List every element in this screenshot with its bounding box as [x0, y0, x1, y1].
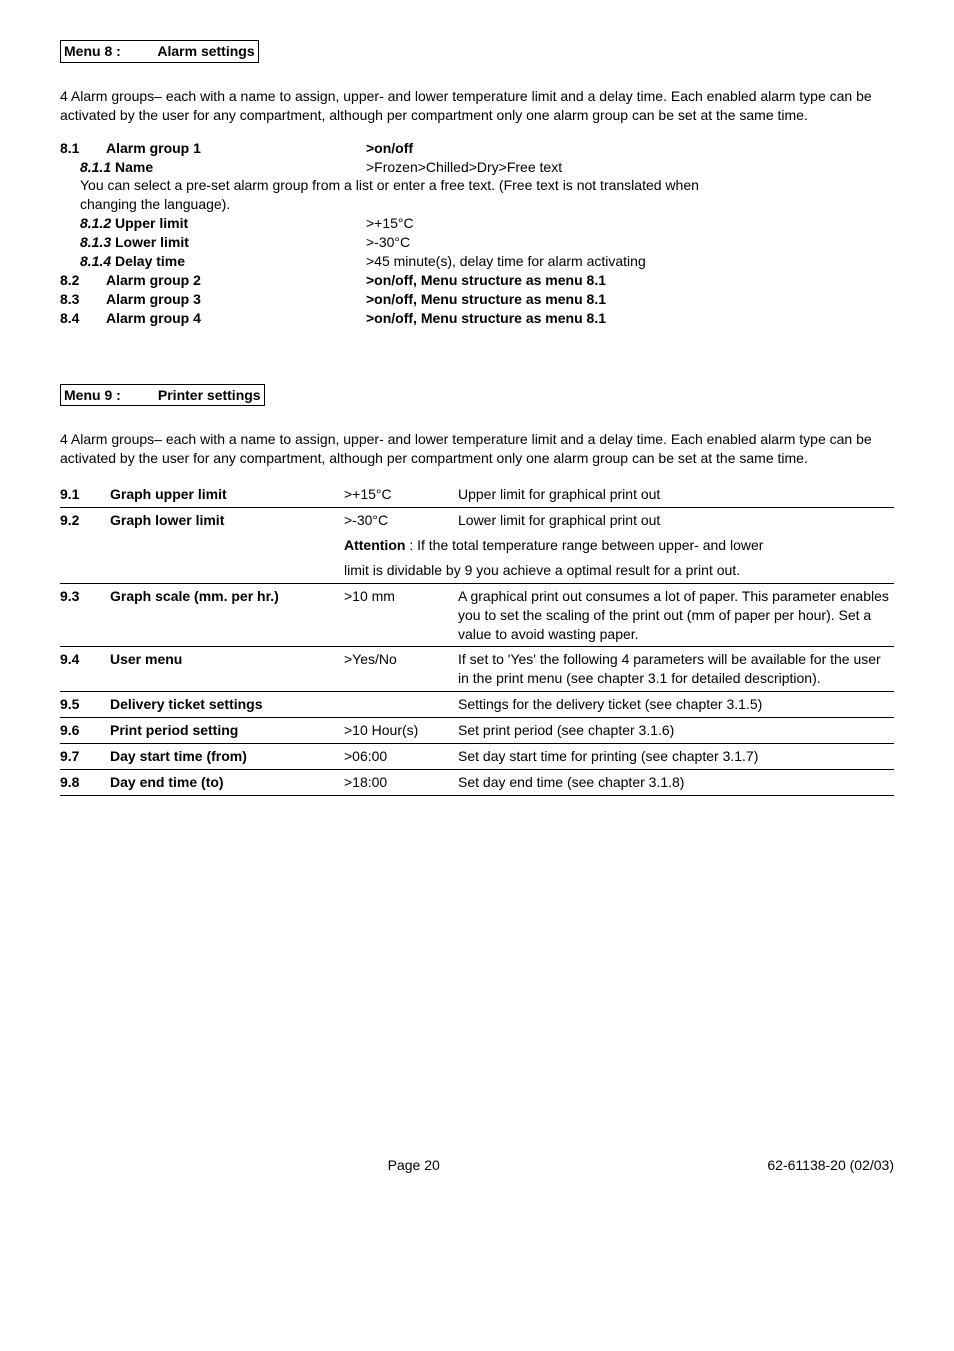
table-row: 9.3 Graph scale (mm. per hr.) >10 mm A g… — [60, 583, 894, 647]
cell-9-3-val: >10 mm — [344, 583, 458, 647]
cell-9-8-desc: Set day end time (see chapter 3.1.8) — [458, 769, 894, 795]
item-8-1-4-val: >45 minute(s), delay time for alarm acti… — [366, 252, 894, 271]
menu-9-heading-label: Menu 9 : — [64, 386, 154, 405]
cell-9-6-label: Print period setting — [110, 718, 344, 744]
cell-9-4-val: >Yes/No — [344, 647, 458, 692]
footer-right: 62-61138-20 (02/03) — [767, 1156, 894, 1175]
cell-9-8-num: 9.8 — [60, 769, 110, 795]
item-8-1-2-num: 8.1.2 — [60, 214, 115, 233]
menu-8-heading-label: Menu 8 : — [64, 42, 154, 61]
item-8-1-4-num: 8.1.4 — [60, 252, 115, 271]
cell-9-4-label: User menu — [110, 647, 344, 692]
item-8-1-2: 8.1.2 Upper limit >+15°C — [60, 214, 894, 233]
item-8-1-3-label: Lower limit — [115, 233, 366, 252]
table-row: limit is dividable by 9 you achieve a op… — [60, 558, 894, 583]
item-8-3-val: >on/off, Menu structure as menu 8.1 — [366, 290, 894, 309]
table-row: 9.5 Delivery ticket settings Settings fo… — [60, 692, 894, 718]
item-8-3-label: Alarm group 3 — [106, 290, 366, 309]
table-row: 9.7 Day start time (from) >06:00 Set day… — [60, 744, 894, 770]
cell-9-2-label: Graph lower limit — [110, 508, 344, 533]
cell-9-5-label: Delivery ticket settings — [110, 692, 344, 718]
menu-8-heading: Menu 8 : Alarm settings — [60, 40, 259, 63]
item-8-1-4: 8.1.4 Delay time >45 minute(s), delay ti… — [60, 252, 894, 271]
cell-9-6-val: >10 Hour(s) — [344, 718, 458, 744]
cell-9-3-desc: A graphical print out consumes a lot of … — [458, 583, 894, 647]
item-8-1-3-val: >-30°C — [366, 233, 894, 252]
menu-8-heading-title: Alarm settings — [157, 43, 254, 59]
menu-8-intro: 4 Alarm groups– each with a name to assi… — [60, 87, 894, 125]
item-8-1-2-val: >+15°C — [366, 214, 894, 233]
cell-9-4-num: 9.4 — [60, 647, 110, 692]
cell-9-5-desc: Settings for the delivery ticket (see ch… — [458, 692, 894, 718]
cell-9-6-desc: Set print period (see chapter 3.1.6) — [458, 718, 894, 744]
cell-9-2-attention-l2: limit is dividable by 9 you achieve a op… — [344, 558, 894, 583]
cell-9-3-num: 9.3 — [60, 583, 110, 647]
menu-8-note-l1: You can select a pre-set alarm group fro… — [80, 176, 894, 195]
cell-9-8-val: >18:00 — [344, 769, 458, 795]
item-8-1-1-label: Name — [115, 158, 366, 177]
cell-9-1-label: Graph upper limit — [110, 482, 344, 507]
menu-9-heading: Menu 9 : Printer settings — [60, 384, 265, 407]
cell-9-7-val: >06:00 — [344, 744, 458, 770]
item-8-1-1: 8.1.1 Name >Frozen>Chilled>Dry>Free text — [60, 158, 894, 177]
cell-9-7-label: Day start time (from) — [110, 744, 344, 770]
item-8-4-val: >on/off, Menu structure as menu 8.1 — [366, 309, 894, 328]
attention-label: Attention — [344, 537, 405, 553]
cell-9-1-num: 9.1 — [60, 482, 110, 507]
item-8-1-label: Alarm group 1 — [106, 139, 366, 158]
item-8-2-label: Alarm group 2 — [106, 271, 366, 290]
menu-8-items: 8.1 Alarm group 1 >on/off 8.1.1 Name >Fr… — [60, 139, 894, 328]
table-row: 9.2 Graph lower limit >-30°C Lower limit… — [60, 508, 894, 533]
cell-9-4-desc: If set to 'Yes' the following 4 paramete… — [458, 647, 894, 692]
item-8-1-1-num: 8.1.1 — [60, 158, 115, 177]
item-8-1-3-num: 8.1.3 — [60, 233, 115, 252]
cell-9-2-desc: Lower limit for graphical print out — [458, 508, 894, 533]
printer-settings-table: 9.1 Graph upper limit >+15°C Upper limit… — [60, 482, 894, 796]
cell-9-1-val: >+15°C — [344, 482, 458, 507]
menu-9-section: Menu 9 : Printer settings 4 Alarm groups… — [60, 384, 894, 796]
table-row: 9.6 Print period setting >10 Hour(s) Set… — [60, 718, 894, 744]
cell-9-2-attention-l1: Attention : If the total temperature ran… — [344, 533, 894, 558]
item-8-1-3: 8.1.3 Lower limit >-30°C — [60, 233, 894, 252]
table-row: 9.1 Graph upper limit >+15°C Upper limit… — [60, 482, 894, 507]
page-footer: Page 20 62-61138-20 (02/03) — [60, 1156, 894, 1175]
item-8-4-label: Alarm group 4 — [106, 309, 366, 328]
cell-9-7-desc: Set day start time for printing (see cha… — [458, 744, 894, 770]
cell-9-5-num: 9.5 — [60, 692, 110, 718]
footer-center: Page 20 — [388, 1156, 440, 1175]
cell-9-2-num: 9.2 — [60, 508, 110, 533]
table-row: 9.8 Day end time (to) >18:00 Set day end… — [60, 769, 894, 795]
table-row: Attention : If the total temperature ran… — [60, 533, 894, 558]
menu-8-section: Menu 8 : Alarm settings 4 Alarm groups– … — [60, 40, 894, 328]
item-8-1-4-label: Delay time — [115, 252, 366, 271]
cell-9-6-num: 9.6 — [60, 718, 110, 744]
cell-9-7-num: 9.7 — [60, 744, 110, 770]
item-8-4: 8.4 Alarm group 4 >on/off, Menu structur… — [60, 309, 894, 328]
item-8-1-1-val: >Frozen>Chilled>Dry>Free text — [366, 158, 894, 177]
item-8-2-val: >on/off, Menu structure as menu 8.1 — [366, 271, 894, 290]
menu-9-heading-title: Printer settings — [158, 387, 261, 403]
item-8-1-2-label: Upper limit — [115, 214, 366, 233]
item-8-3-num: 8.3 — [60, 290, 106, 309]
cell-9-1-desc: Upper limit for graphical print out — [458, 482, 894, 507]
cell-9-8-label: Day end time (to) — [110, 769, 344, 795]
menu-8-note-l2: changing the language). — [80, 195, 894, 214]
item-8-3: 8.3 Alarm group 3 >on/off, Menu structur… — [60, 290, 894, 309]
item-8-2-num: 8.2 — [60, 271, 106, 290]
menu-9-intro: 4 Alarm groups– each with a name to assi… — [60, 430, 894, 468]
item-8-2: 8.2 Alarm group 2 >on/off, Menu structur… — [60, 271, 894, 290]
item-8-1: 8.1 Alarm group 1 >on/off — [60, 139, 894, 158]
item-8-4-num: 8.4 — [60, 309, 106, 328]
cell-9-3-label: Graph scale (mm. per hr.) — [110, 583, 344, 647]
table-row: 9.4 User menu >Yes/No If set to 'Yes' th… — [60, 647, 894, 692]
cell-9-2-val: >-30°C — [344, 508, 458, 533]
cell-9-5-val — [344, 692, 458, 718]
attention-rest: : If the total temperature range between… — [405, 537, 763, 553]
item-8-1-val: >on/off — [366, 139, 894, 158]
item-8-1-num: 8.1 — [60, 139, 106, 158]
